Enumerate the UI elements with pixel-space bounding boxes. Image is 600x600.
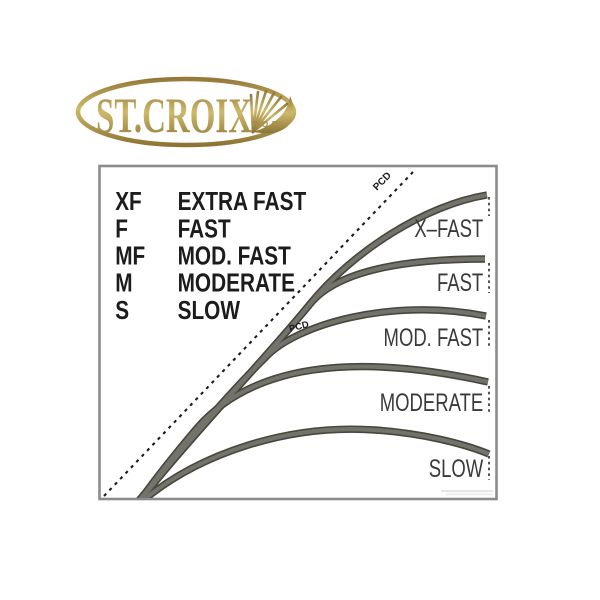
curve-moderate bbox=[139, 364, 489, 498]
legend-label-slow: SLOW bbox=[178, 296, 241, 325]
legend-label-moderate: MODERATE bbox=[178, 268, 295, 297]
logo-fan-leaf-icon bbox=[253, 96, 294, 134]
curve-label-moderate: MODERATE bbox=[380, 388, 483, 416]
legend-label-fast: FAST bbox=[178, 214, 232, 243]
curve-slow bbox=[142, 427, 490, 498]
action-legend: XF EXTRA FAST F FAST MF MOD. FAST M MODE… bbox=[115, 187, 307, 325]
legend-row: S SLOW bbox=[115, 296, 240, 325]
logo-rod-text: ROD bbox=[252, 119, 281, 129]
curve-modfast bbox=[139, 307, 487, 498]
legend-row: MF MOD. FAST bbox=[115, 241, 291, 270]
curve-label-modfast: MOD. FAST bbox=[384, 323, 484, 351]
logo-fan-icon bbox=[249, 89, 289, 134]
watermark bbox=[441, 490, 493, 496]
curve-labels: X–FAST FAST MOD. FAST MODERATE SLOW bbox=[380, 214, 484, 482]
legend-row: M MODERATE bbox=[115, 268, 295, 297]
pcd-branch-label: PCD bbox=[288, 319, 310, 335]
legend-abbr-mf: MF bbox=[115, 241, 145, 270]
legend-abbr-m: M bbox=[115, 268, 132, 297]
logo-ellipse bbox=[75, 76, 297, 148]
legend-abbr-s: S bbox=[115, 296, 129, 325]
legend-abbr-f: F bbox=[115, 214, 128, 243]
legend-label-extrafast: EXTRA FAST bbox=[178, 187, 307, 216]
stcroix-logo: ST.CROIX ROD bbox=[75, 76, 297, 148]
logo-brand-text: ST.CROIX bbox=[96, 87, 252, 143]
legend-abbr-xf: XF bbox=[115, 187, 142, 216]
curve-label-slow: SLOW bbox=[429, 454, 484, 482]
rod-curves bbox=[136, 191, 491, 498]
legend-row: F FAST bbox=[115, 214, 231, 243]
curve-label-fast: FAST bbox=[437, 268, 483, 296]
curve-label-xfast: X–FAST bbox=[414, 214, 483, 242]
legend-label-modfast: MOD. FAST bbox=[178, 241, 292, 270]
legend-row: XF EXTRA FAST bbox=[115, 187, 307, 216]
